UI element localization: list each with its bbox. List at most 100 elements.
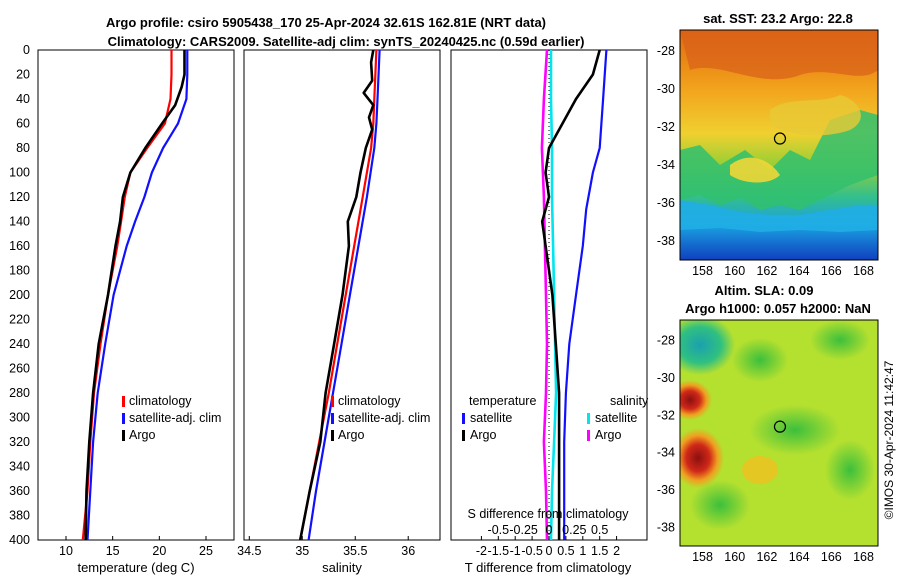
legend-label: climatology	[129, 394, 192, 408]
legend-title-salinity: salinity	[610, 394, 649, 408]
map-y-tick-label: -38	[657, 520, 675, 534]
x-tick-label: 36	[401, 544, 415, 558]
x-tick-label: 1.5	[591, 544, 608, 558]
s-tick-label: 0.25	[562, 523, 586, 537]
depth-tick-label: 140	[9, 215, 30, 229]
s-tick-label: 0	[546, 523, 553, 537]
legend-label: satellite-adj. clim	[338, 411, 430, 425]
map-x-tick-label: 164	[789, 264, 810, 278]
sla-map-ticks: 158 160 162 164 166 168 -28 -30 -32 -34 -36 -38	[657, 334, 874, 564]
title-line-2: Climatology: CARS2009. Satellite-adj cli…	[108, 34, 585, 49]
x-tick-label: 25	[199, 544, 213, 558]
s-tick-label: 0.5	[591, 523, 608, 537]
legend-label: satellite	[595, 411, 637, 425]
map-x-tick-label: 162	[756, 550, 777, 564]
climatology-salinity-line	[299, 49, 378, 541]
sla-map-frame	[679, 319, 879, 547]
depth-axis-ticks: 0 20 40 60 80 100 120 140 160 180 200 220 240 260 280 3…	[9, 43, 30, 547]
legend-swatch	[122, 430, 125, 441]
map-x-tick-label: 166	[821, 550, 842, 564]
legend-label: satellite	[470, 411, 512, 425]
depth-tick-label: 20	[16, 68, 30, 82]
sla-map-title-2: Argo h1000: 0.057 h2000: NaN	[685, 301, 871, 316]
map-x-tick-label: 160	[724, 550, 745, 564]
legend-swatch	[587, 430, 590, 441]
map-x-tick-label: 168	[853, 264, 874, 278]
x-tick-label: 34.5	[237, 544, 261, 558]
sla-map-title-1: Altim. SLA: 0.09	[715, 283, 814, 298]
x-tick-label: 35	[295, 544, 309, 558]
x-tick-label: -2	[476, 544, 487, 558]
map-x-tick-label: 158	[692, 550, 713, 564]
depth-tick-label: 340	[9, 460, 30, 474]
depth-tick-label: 100	[9, 166, 30, 180]
depth-tick-label: 220	[9, 313, 30, 327]
legend-swatch	[587, 413, 590, 424]
s-tick-label: -0.5	[488, 523, 510, 537]
satellite-salinity-line	[307, 49, 381, 541]
depth-tick-label: 120	[9, 190, 30, 204]
argo-salinity-line	[298, 49, 375, 541]
map-y-tick-label: -38	[657, 234, 675, 248]
depth-tick-label: 0	[23, 43, 30, 57]
depth-tick-label: 200	[9, 288, 30, 302]
legend-swatch	[331, 413, 334, 424]
x-tick-label: 15	[106, 544, 120, 558]
temperature-panel: 10 15 20 25 climatology satellite-adj. clim Ar…	[59, 50, 221, 558]
sst-argo-location-marker	[773, 132, 787, 145]
salinity-xlabel: salinity	[322, 560, 362, 575]
temperature-panel-frame	[37, 49, 235, 541]
depth-tick-label: 60	[16, 117, 30, 131]
map-y-tick-label: -34	[657, 158, 675, 172]
sst-map	[680, 30, 878, 260]
salinity-panel: 34.5 35 35.5 36 climatology satellite-adj. cl…	[237, 49, 430, 558]
x-tick-label: 10	[59, 544, 73, 558]
map-y-tick-label: -32	[657, 120, 675, 134]
legend-title-temperature: temperature	[469, 394, 536, 408]
x-tick-label: 0.5	[557, 544, 574, 558]
x-tick-label: 35.5	[343, 544, 367, 558]
depth-tick-label: 80	[16, 141, 30, 155]
sla-argo-location-marker	[773, 420, 787, 433]
sst-map-title: sat. SST: 23.2 Argo: 22.8	[703, 11, 853, 26]
depth-tick-label: 380	[9, 509, 30, 523]
x-tick-label: -1	[510, 544, 521, 558]
legend-label: climatology	[338, 394, 401, 408]
legend-swatch	[462, 413, 465, 424]
depth-tick-label: 320	[9, 435, 30, 449]
s-difference-label: S difference from climatology	[468, 507, 630, 521]
depth-tick-label: 40	[16, 92, 30, 106]
t-difference-xlabel: T difference from climatology	[465, 560, 632, 575]
depth-tick-label: 360	[9, 484, 30, 498]
map-y-tick-label: -36	[657, 483, 675, 497]
depth-tick-label: 280	[9, 386, 30, 400]
argo-temperature-line	[84, 50, 186, 541]
map-x-tick-label: 166	[821, 264, 842, 278]
depth-tick-label: 300	[9, 411, 30, 425]
sst-map-ticks: 158 160 162 164 166 168 -28 -30 -32 -34 -36 -38	[657, 44, 874, 278]
climatology-temperature-line	[81, 50, 173, 541]
legend-label: Argo	[470, 428, 496, 442]
legend-label: Argo	[595, 428, 621, 442]
s-tick-label: -0.25	[509, 523, 538, 537]
legend-swatch	[122, 396, 125, 407]
temperature-argo-difference-line	[540, 49, 601, 540]
x-tick-label: 20	[152, 544, 166, 558]
s-difference-ticks: -0.5 -0.25 0 0.25 0.5	[488, 523, 609, 537]
map-y-tick-label: -28	[657, 334, 675, 348]
title-line-1: Argo profile: csiro 5905438_170 25-Apr-2…	[106, 15, 546, 30]
salinity-satellite-difference-line	[549, 50, 558, 541]
imos-timestamp: ©IMOS 30-Apr-2024 11:42:47	[882, 360, 896, 519]
x-tick-label: 1	[579, 544, 586, 558]
depth-tick-label: 400	[9, 533, 30, 547]
satellite-temperature-line	[86, 50, 189, 541]
temperature-xlabel: temperature (deg C)	[77, 560, 194, 575]
map-x-tick-label: 164	[789, 550, 810, 564]
map-y-tick-label: -30	[657, 82, 675, 96]
map-y-tick-label: -34	[657, 446, 675, 460]
map-x-tick-label: 160	[724, 264, 745, 278]
legend-swatch	[122, 413, 125, 424]
